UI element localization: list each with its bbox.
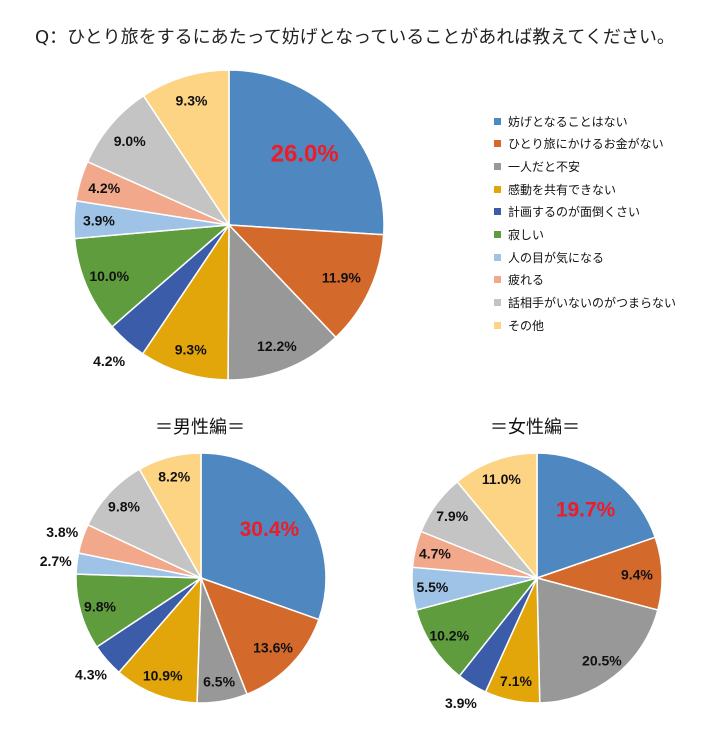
female-slice-other: [456, 452, 538, 581]
male-pie: 30.4% 13.6% 6.5% 10.9% 4.3% 9.8% 2.7% 3.8% 9.8% 8…: [40, 452, 327, 704]
male-label-anxious-alone: 6.5%: [203, 673, 235, 689]
legend-marker-planning-troublesome: [494, 208, 501, 216]
legend-marker-anxious-alone: [494, 163, 501, 171]
female-label-others-eyes: 5.5%: [416, 579, 448, 595]
male-label-no-obstacle: 30.4%: [240, 518, 300, 541]
legend-item-lonely: 寂しい: [494, 223, 716, 246]
male-slice-no-money: [199, 576, 320, 696]
male-label-planning-troublesome: 4.3%: [75, 666, 107, 682]
female-slice-anxious-alone: [536, 577, 659, 704]
female-pie: 19.7% 9.4% 20.5% 7.1% 3.9% 10.2% 5.5% 4.7% 7.9% 1…: [411, 452, 663, 711]
overall-label-lonely: 10.0%: [89, 268, 129, 284]
legend-item-no-obstacle: 妨げとなることはない: [494, 110, 716, 133]
overall-label-tiring: 4.2%: [88, 180, 120, 196]
legend-label-cannot-share-emotion: 感動を共有できない: [508, 182, 617, 197]
legend-item-tiring: 疲れる: [494, 269, 716, 292]
legend-item-others-eyes: 人の目が気になる: [494, 246, 716, 269]
overall-slice-no-obstacle: [228, 69, 385, 236]
legend-item-other: その他: [494, 314, 716, 337]
legend-marker-lonely: [494, 231, 501, 239]
overall-label-planning-troublesome: 4.2%: [93, 353, 125, 369]
legend-item-planning-troublesome: 計画するのが面倒くさい: [494, 201, 716, 224]
overall-label-others-eyes: 3.9%: [83, 213, 115, 229]
question-title: Q：ひとり旅をするにあたって妨げとなっていることがあれば教えてください。: [35, 27, 675, 48]
overall-label-no-obstacle: 26.0%: [271, 140, 339, 167]
legend-label-no-money: ひとり旅にかけるお金がない: [508, 137, 664, 152]
legend-marker-others-eyes: [494, 253, 501, 261]
male-label-cannot-share-emotion: 10.9%: [143, 668, 183, 684]
overall-label-no-one-to-talk: 9.0%: [114, 133, 146, 149]
legend-marker-cannot-share-emotion: [494, 185, 501, 193]
legend-item-anxious-alone: 一人だと不安: [494, 155, 716, 178]
female-label-no-obstacle: 19.7%: [556, 498, 616, 521]
legend-marker-no-money: [494, 140, 501, 148]
overall-slice-other: [142, 69, 230, 228]
overall-slice-cannot-share-emotion: [141, 222, 230, 381]
legend-marker-no-obstacle: [494, 117, 501, 125]
male-slice-lonely: [75, 573, 204, 648]
male-label-no-one-to-talk: 9.8%: [108, 499, 140, 515]
overall-slice-no-one-to-talk: [86, 94, 232, 227]
legend: 妨げとなることはないひとり旅にかけるお金がない 一人だと不安感動を共有できない計画…: [494, 110, 716, 337]
female-label-no-one-to-talk: 7.9%: [436, 508, 468, 524]
legend-marker-no-one-to-talk: [494, 299, 501, 307]
male-label-others-eyes: 2.7%: [40, 553, 72, 569]
legend-label-planning-troublesome: 計画するのが面倒くさい: [508, 205, 641, 220]
overall-label-anxious-alone: 12.2%: [257, 338, 297, 354]
legend-marker-tiring: [494, 276, 501, 284]
overall-label-cannot-share-emotion: 9.3%: [175, 341, 207, 357]
female-label-no-money: 9.4%: [621, 566, 653, 582]
legend-item-cannot-share-emotion: 感動を共有できない: [494, 178, 716, 201]
legend-label-no-obstacle: 妨げとなることはない: [508, 114, 628, 129]
female-label-planning-troublesome: 3.9%: [445, 695, 477, 711]
female-label-anxious-alone: 20.5%: [582, 653, 622, 669]
male-slice-no-one-to-talk: [86, 468, 203, 580]
overall-slice-anxious-alone: [227, 223, 337, 381]
male-slice-no-obstacle: [200, 452, 327, 621]
female-label-tiring: 4.7%: [419, 546, 451, 562]
legend-marker-other: [494, 321, 501, 329]
overall-slice-no-money: [227, 224, 385, 339]
male-chart-title: ＝男性編＝: [155, 417, 245, 438]
overall-pie: 26.0% 11.9% 12.2% 9.3% 4.2% 10.0% 3.9% 4.2% 9.0%…: [73, 69, 385, 381]
male-label-lonely: 9.8%: [84, 599, 116, 615]
overall-label-no-money: 11.9%: [322, 269, 361, 285]
legend-label-others-eyes: 人の目が気になる: [508, 250, 605, 265]
legend-label-no-one-to-talk: 話相手がいないのがつまらない: [508, 296, 677, 311]
legend-label-other: その他: [508, 318, 545, 333]
overall-label-other: 9.3%: [176, 92, 208, 108]
legend-label-tiring: 疲れる: [508, 273, 545, 288]
male-label-tiring: 3.8%: [46, 524, 78, 540]
male-slice-cannot-share-emotion: [117, 575, 202, 704]
male-label-no-money: 13.6%: [253, 639, 293, 655]
legend-label-anxious-alone: 一人だと不安: [508, 160, 581, 175]
male-slice-other: [138, 452, 202, 581]
female-label-lonely: 10.2%: [429, 628, 469, 644]
male-label-other: 8.2%: [158, 469, 190, 485]
female-label-other: 11.0%: [482, 471, 521, 487]
female-chart-title: ＝女性編＝: [490, 417, 580, 438]
female-label-cannot-share-emotion: 7.1%: [500, 673, 532, 689]
legend-item-no-one-to-talk: 話相手がいないのがつまらない: [494, 291, 716, 314]
legend-label-lonely: 寂しい: [508, 228, 545, 243]
overall-slice-lonely: [73, 224, 232, 328]
legend-item-no-money: ひとり旅にかけるお金がない: [494, 133, 716, 156]
